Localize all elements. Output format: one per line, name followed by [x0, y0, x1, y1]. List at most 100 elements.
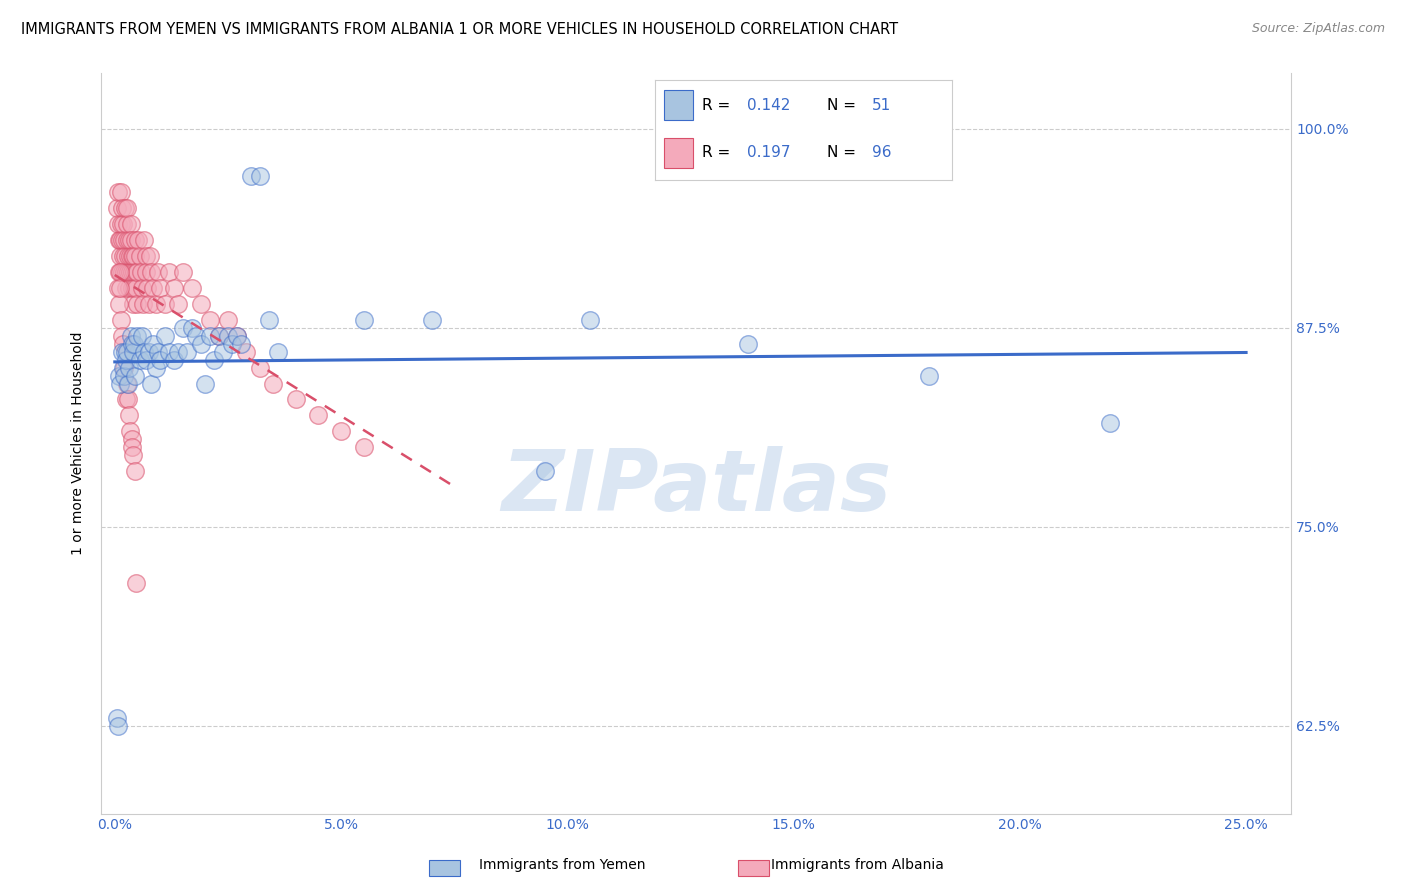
Point — [231, 336, 253, 351]
Point — [239, 169, 262, 184]
Point — [918, 368, 941, 383]
Point — [107, 217, 129, 231]
Point — [145, 297, 167, 311]
Text: Immigrants from Yemen: Immigrants from Yemen — [479, 858, 645, 871]
Point — [112, 217, 135, 231]
Point — [108, 368, 131, 383]
Point — [107, 186, 129, 200]
Point — [198, 328, 221, 343]
Point — [135, 249, 157, 263]
Point — [121, 249, 143, 263]
Point — [157, 265, 180, 279]
Point — [125, 297, 148, 311]
Point — [249, 360, 271, 375]
Point — [111, 249, 134, 263]
Point — [125, 575, 148, 590]
Point — [226, 328, 249, 343]
Point — [124, 265, 146, 279]
Text: Immigrants from Albania: Immigrants from Albania — [772, 858, 943, 871]
Point — [262, 376, 284, 391]
Point — [111, 360, 134, 375]
Point — [115, 217, 138, 231]
Point — [167, 344, 190, 359]
Point — [121, 440, 143, 454]
Point — [146, 265, 169, 279]
Point — [110, 186, 132, 200]
Point — [114, 202, 136, 216]
Point — [108, 249, 131, 263]
Point — [124, 233, 146, 247]
Point — [120, 425, 142, 439]
Point — [257, 313, 280, 327]
Point — [114, 281, 136, 295]
Point — [135, 352, 157, 367]
Text: Source: ZipAtlas.com: Source: ZipAtlas.com — [1251, 22, 1385, 36]
Point — [172, 265, 194, 279]
Point — [139, 249, 162, 263]
Point — [127, 265, 149, 279]
Point — [132, 297, 155, 311]
Point — [110, 376, 132, 391]
Point — [111, 265, 134, 279]
Point — [114, 392, 136, 407]
Point — [737, 336, 759, 351]
Point — [105, 202, 128, 216]
Point — [134, 233, 156, 247]
Point — [122, 336, 145, 351]
Point — [190, 336, 212, 351]
Point — [121, 265, 143, 279]
Point — [226, 328, 249, 343]
Point — [115, 352, 138, 367]
Point — [117, 344, 139, 359]
Point — [202, 352, 225, 367]
Point — [107, 719, 129, 733]
Point — [127, 328, 149, 343]
Point — [208, 328, 231, 343]
Point — [124, 368, 146, 383]
Point — [118, 409, 141, 423]
Point — [186, 328, 208, 343]
Point — [208, 328, 231, 343]
Point — [122, 249, 145, 263]
Point — [118, 281, 141, 295]
Point — [131, 281, 153, 295]
Point — [122, 281, 145, 295]
Point — [162, 352, 184, 367]
Point — [176, 344, 198, 359]
Point — [142, 281, 165, 295]
Point — [212, 344, 235, 359]
Point — [136, 281, 159, 295]
Point — [108, 233, 131, 247]
Point — [128, 249, 150, 263]
Point — [111, 328, 134, 343]
Point — [146, 344, 169, 359]
Point — [110, 233, 132, 247]
Point — [172, 320, 194, 334]
Point — [129, 265, 152, 279]
Point — [127, 233, 149, 247]
Point — [111, 233, 134, 247]
Point — [110, 281, 132, 295]
Point — [124, 249, 146, 263]
Point — [307, 409, 329, 423]
Point — [267, 344, 290, 359]
Point — [110, 217, 132, 231]
Point — [122, 297, 145, 311]
Point — [217, 328, 239, 343]
Point — [157, 344, 180, 359]
Point — [115, 233, 138, 247]
Point — [180, 281, 202, 295]
Point — [235, 344, 257, 359]
Point — [114, 249, 136, 263]
Point — [125, 281, 148, 295]
Text: IMMIGRANTS FROM YEMEN VS IMMIGRANTS FROM ALBANIA 1 OR MORE VEHICLES IN HOUSEHOLD: IMMIGRANTS FROM YEMEN VS IMMIGRANTS FROM… — [21, 22, 898, 37]
Point — [1099, 417, 1122, 431]
Point — [112, 368, 135, 383]
Point — [107, 281, 129, 295]
Point — [533, 464, 555, 478]
Point — [108, 265, 131, 279]
Point — [198, 313, 221, 327]
Point — [284, 392, 307, 407]
Y-axis label: 1 or more Vehicles in Household: 1 or more Vehicles in Household — [72, 332, 86, 555]
Text: ZIPatlas: ZIPatlas — [501, 446, 891, 529]
